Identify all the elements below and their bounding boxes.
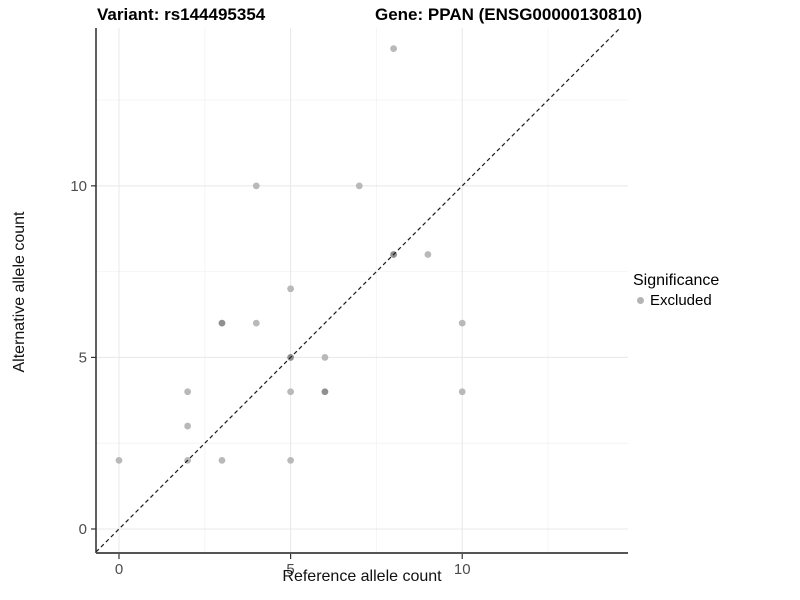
plot-title-variant: Variant: rs144495354 [97, 5, 266, 24]
y-axis-title: Alternative allele count [11, 211, 28, 373]
data-point [355, 182, 363, 190]
data-point [287, 456, 295, 464]
x-tick-label: 0 [115, 561, 123, 578]
data-point [458, 388, 466, 396]
data-point [115, 456, 123, 464]
data-point [252, 319, 260, 327]
data-point [287, 388, 295, 396]
data-point [184, 422, 192, 430]
legend: Significance Excluded [633, 272, 719, 309]
data-point [321, 388, 329, 396]
data-point [321, 354, 329, 361]
y-tick-label: 5 [79, 349, 87, 366]
y-tick-label: 0 [79, 521, 87, 538]
data-point [184, 388, 192, 396]
x-tick-label: 10 [454, 561, 471, 578]
data-point [252, 182, 260, 190]
identity-line [95, 27, 621, 553]
legend-item-label: Excluded [650, 292, 712, 309]
data-point [390, 45, 397, 52]
x-tick-label: 5 [286, 561, 294, 578]
plot-title-gene: Gene: PPAN (ENSG00000130810) [375, 5, 643, 24]
data-point [218, 456, 226, 464]
y-tick-label: 10 [70, 178, 87, 195]
legend-point-icon [637, 297, 644, 304]
legend-item-excluded: Excluded [633, 292, 719, 309]
data-point [287, 285, 295, 293]
data-point [424, 251, 432, 258]
data-point [218, 319, 226, 327]
data-point [458, 319, 466, 327]
legend-title: Significance [633, 272, 720, 289]
x-axis-title: Reference allele count [282, 568, 442, 585]
